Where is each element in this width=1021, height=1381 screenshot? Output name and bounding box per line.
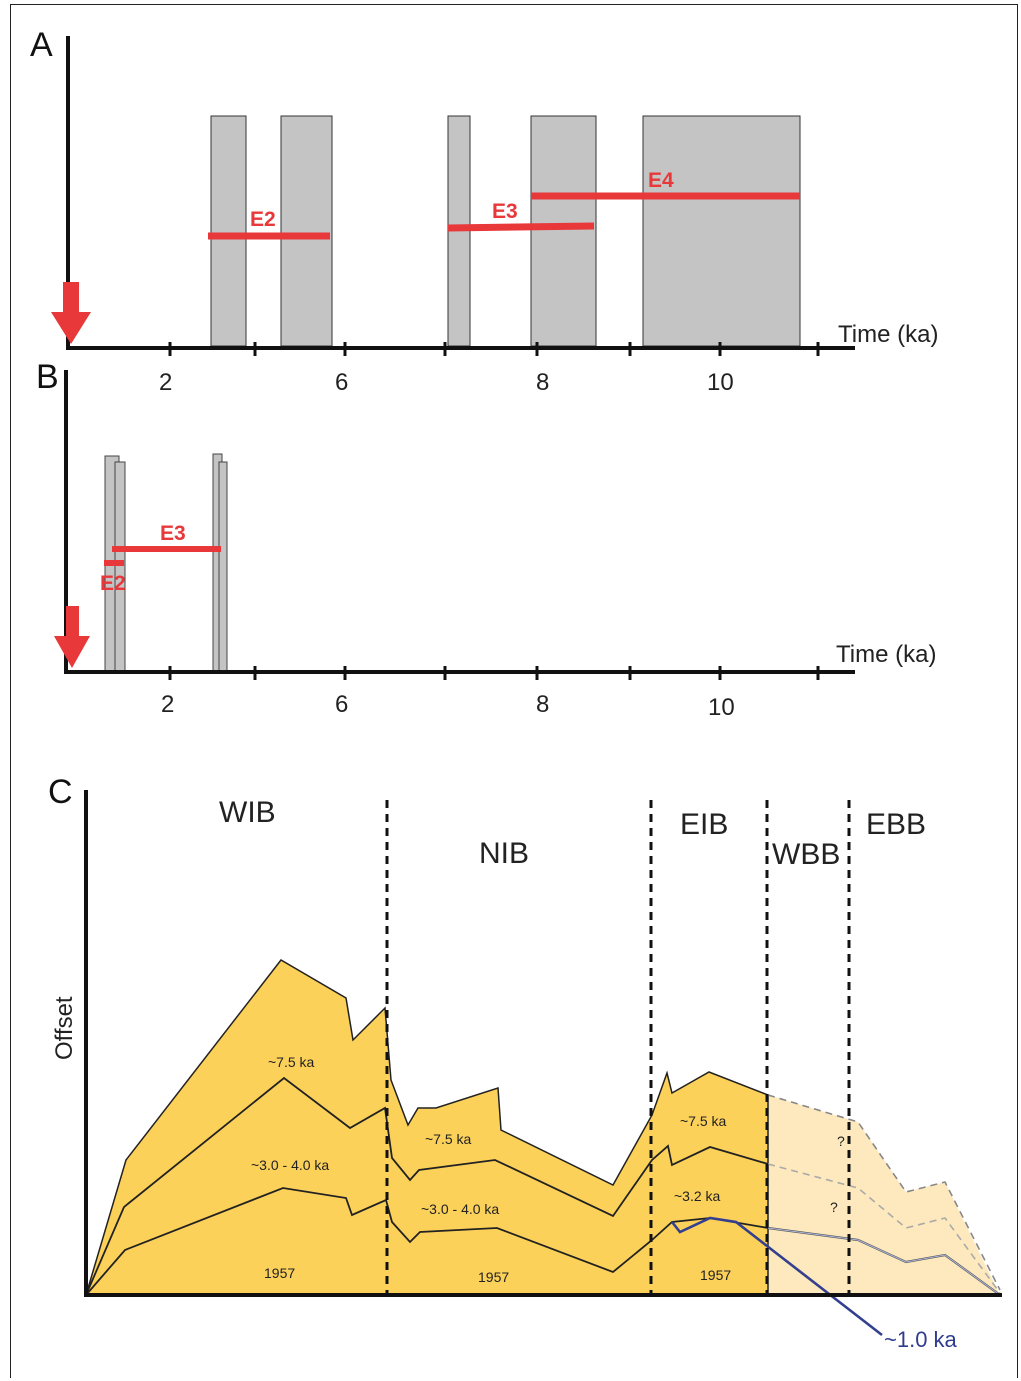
red-arrow-icon	[51, 282, 91, 344]
time-bar	[280, 115, 333, 347]
offset-profile-low	[85, 1187, 769, 1296]
panel-a-label: A	[30, 26, 53, 64]
tick-label: 6	[335, 369, 348, 396]
time-bar	[210, 115, 247, 347]
panel-b-axis-title: Time (ka)	[836, 641, 936, 668]
time-bar	[114, 461, 126, 673]
wib-low-label: 1957	[264, 1265, 295, 1281]
event-label-e2: E2	[100, 572, 126, 595]
region-label-wbb: WBB	[772, 838, 840, 871]
region-label-eib: EIB	[680, 808, 728, 841]
wib-mid-label: ~3.0 - 4.0 ka	[251, 1157, 329, 1173]
uncertain-profile-mid	[767, 1163, 1001, 1294]
time-bar	[218, 461, 228, 673]
panel-c-y-axis-title: Offset	[51, 996, 78, 1060]
nib-top-label: ~7.5 ka	[425, 1131, 472, 1147]
eib-low-label: 1957	[700, 1267, 731, 1283]
region-dividers	[385, 800, 851, 1295]
event-label-e3: E3	[160, 522, 186, 545]
offset-profile-mid	[85, 1076, 769, 1296]
eib-top-label: ~7.5 ka	[680, 1113, 727, 1129]
panel-b-ticks	[168, 666, 820, 680]
tick-label: 8	[536, 691, 549, 718]
uncertain-profile-top	[767, 1094, 1001, 1291]
panel-b-label: B	[36, 358, 59, 396]
tick-label: 8	[536, 369, 549, 396]
event-line-e3	[447, 222, 595, 232]
uncertain-offset-area	[768, 1095, 1000, 1295]
event-label-e2: E2	[250, 208, 276, 231]
blue-line-label: ~1.0 ka	[884, 1327, 958, 1352]
panel-c-label: C	[48, 773, 73, 811]
eib-mid-label: ~3.2 ka	[674, 1188, 721, 1204]
region-label-wib: WIB	[219, 796, 276, 829]
panel-c: C Offset WIB NIB EIB WBB EBB	[48, 773, 1002, 1352]
tick-label: 2	[161, 691, 174, 718]
offset-profile-low-ext-highlight	[767, 1227, 1001, 1296]
panel-a-ticks	[168, 342, 820, 356]
wib-top-label: ~7.5 ka	[268, 1054, 315, 1070]
red-arrow-icon	[54, 606, 90, 668]
panel-a: A E2 E3 E4 2 6 8 10 Time (ka)	[30, 26, 938, 396]
tick-label: 10	[707, 369, 734, 396]
region-label-nib: NIB	[479, 837, 529, 870]
offset-area	[84, 959, 769, 1296]
panel-b: B E3 E2 2 6 8 10 Time (ka)	[36, 358, 936, 721]
figure-frame	[10, 4, 1018, 1378]
nib-low-label: 1957	[478, 1269, 509, 1285]
event-label-e4: E4	[648, 169, 674, 192]
uncertain-mark: ?	[837, 1133, 845, 1149]
nib-mid-label: ~3.0 - 4.0 ka	[421, 1201, 499, 1217]
event-label-e3: E3	[492, 200, 518, 223]
panel-a-axis-title: Time (ka)	[838, 321, 938, 348]
tick-label: 6	[335, 691, 348, 718]
tick-label: 10	[708, 694, 735, 721]
tick-label: 2	[159, 369, 172, 396]
time-bar	[642, 115, 801, 347]
time-bar	[530, 115, 597, 347]
region-label-ebb: EBB	[866, 808, 926, 841]
uncertain-mark: ?	[830, 1199, 838, 1215]
blue-profile-line	[670, 1216, 883, 1337]
